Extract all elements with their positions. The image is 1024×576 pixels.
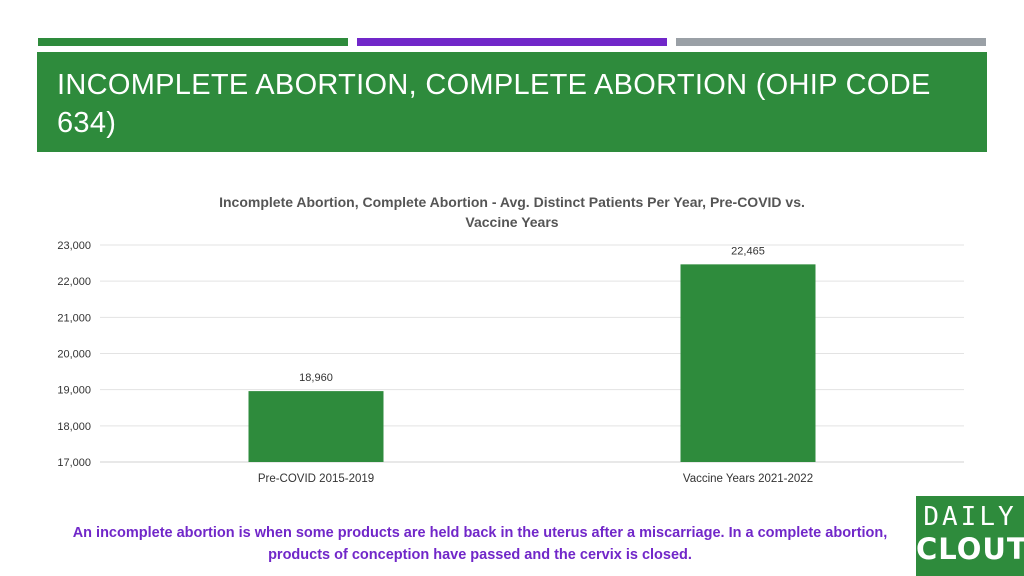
data-labels: 18,960 22,465 [299,245,765,384]
data-label-1: 18,960 [299,372,333,384]
y-tick-label: 18,000 [57,421,91,433]
x-axis-categories: Pre-COVID 2015-2019 Vaccine Years 2021-20… [258,473,813,485]
accent-bar-purple [357,38,667,46]
y-tick-label: 17,000 [57,457,91,469]
logo-line-daily: DAILY [923,502,1017,532]
y-tick-label: 22,000 [57,276,91,288]
bar-chart: Incomplete Abortion, Complete Abortion -… [57,194,964,485]
slide-title: INCOMPLETE ABORTION, COMPLETE ABORTION (… [57,69,931,139]
daily-clout-logo: DAILY CLOUT [916,496,1024,576]
y-tick-label: 20,000 [57,349,91,361]
explanation-caption: An incomplete abortion is when some prod… [72,525,888,563]
category-label-1: Pre-COVID 2015-2019 [258,473,374,485]
y-axis-ticks: 17,000 18,000 19,000 20,000 21,000 22,000 23,0… [57,240,91,469]
y-tick-label: 23,000 [57,240,91,252]
bar-1 [248,391,384,462]
bar-2 [680,264,816,462]
y-tick-label: 19,000 [57,385,91,397]
accent-bar-gray [676,38,986,46]
category-label-2: Vaccine Years 2021-2022 [683,473,813,485]
bars [248,264,816,462]
data-label-2: 22,465 [731,245,765,257]
chart-title-line-2: Vaccine Years [465,214,558,230]
accent-bar-green [38,38,348,46]
title-band: INCOMPLETE ABORTION, COMPLETE ABORTION (… [37,52,987,152]
y-tick-label: 21,000 [57,312,91,324]
logo-line-clout: CLOUT [916,532,1024,566]
gridlines [100,244,964,463]
chart-title-line-1: Incomplete Abortion, Complete Abortion -… [219,194,805,210]
